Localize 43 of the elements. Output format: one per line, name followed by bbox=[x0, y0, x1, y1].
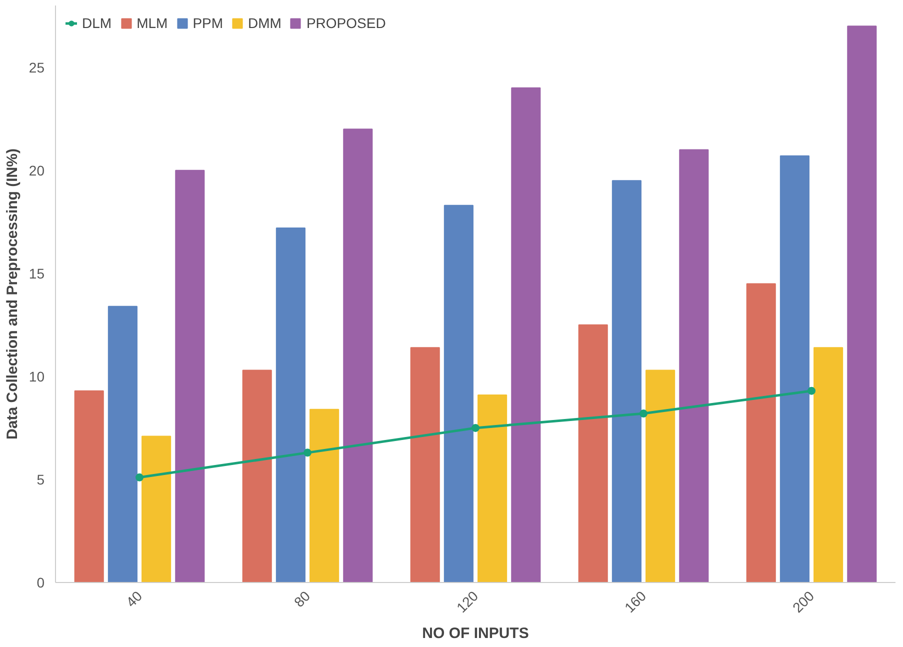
y-tick-label: 0 bbox=[36, 574, 45, 590]
bar bbox=[276, 228, 306, 582]
bar bbox=[310, 408, 340, 582]
y-tick-label: 20 bbox=[28, 162, 45, 178]
bar bbox=[478, 394, 508, 582]
bar bbox=[242, 370, 272, 582]
bar bbox=[746, 283, 776, 582]
point bbox=[640, 410, 648, 418]
point bbox=[808, 386, 816, 395]
bar bbox=[444, 204, 474, 582]
bar bbox=[847, 26, 877, 582]
bar bbox=[175, 170, 205, 582]
x-tick-label: 40 bbox=[122, 588, 146, 610]
bar bbox=[108, 306, 138, 582]
y-tick-label: 25 bbox=[28, 59, 45, 76]
x-tick-label: 80 bbox=[290, 588, 314, 610]
bar bbox=[814, 347, 844, 582]
bar bbox=[74, 390, 104, 582]
point bbox=[136, 473, 144, 482]
x-tick-label: 200 bbox=[789, 588, 818, 616]
legend-label: PPM bbox=[192, 15, 224, 31]
y-tick-label: 5 bbox=[36, 471, 45, 488]
y-axis-title: Data Collection and Preprocessing (IN%) bbox=[4, 148, 21, 440]
y-tick-label: 15 bbox=[28, 265, 45, 282]
x-tick-label: 160 bbox=[621, 588, 650, 616]
bar bbox=[780, 155, 810, 582]
legend-label: PROPOSED bbox=[306, 15, 386, 31]
bar bbox=[410, 347, 440, 582]
legend-label: MLM bbox=[136, 15, 168, 31]
bar bbox=[578, 324, 608, 582]
point bbox=[472, 424, 480, 432]
bar bbox=[646, 370, 676, 582]
bar bbox=[612, 180, 642, 582]
x-tick-label: 120 bbox=[453, 588, 482, 616]
point bbox=[304, 448, 312, 457]
bar bbox=[343, 128, 373, 582]
legend-label: DMM bbox=[248, 15, 282, 31]
bar bbox=[679, 149, 709, 582]
bar bbox=[511, 87, 541, 582]
bar bbox=[142, 436, 172, 582]
y-tick-label: 10 bbox=[28, 368, 45, 384]
x-axis-title: NO OF INPUTS bbox=[422, 625, 529, 642]
legend-label: DLM bbox=[82, 15, 112, 31]
